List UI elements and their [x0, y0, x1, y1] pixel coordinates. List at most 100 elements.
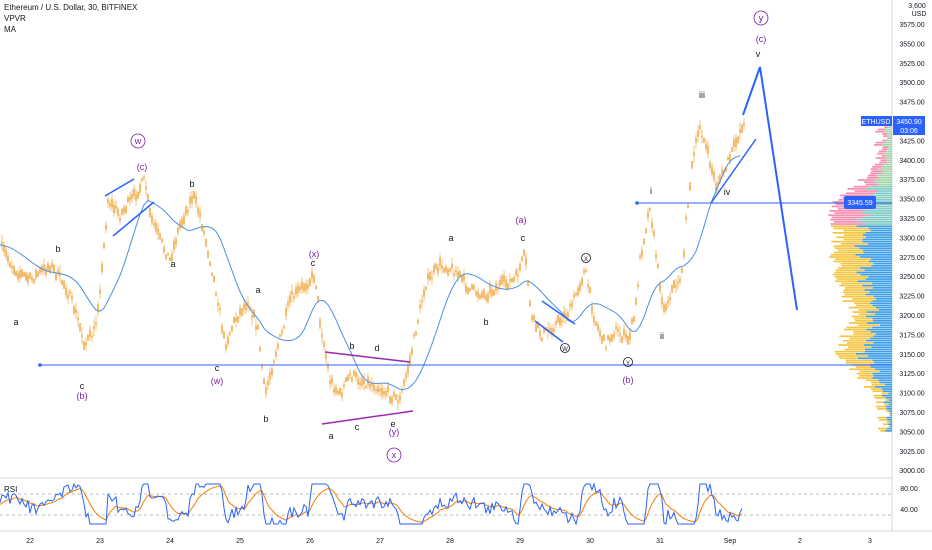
vp-bar-down: [862, 210, 892, 212]
vp-bar-up: [833, 260, 869, 263]
indicator-ma-label[interactable]: MA: [4, 25, 16, 34]
trendline[interactable]: [541, 300, 576, 325]
candle-body: [615, 326, 617, 330]
vp-bar-down: [861, 212, 892, 214]
candle-body: [147, 193, 149, 201]
vp-bar-up: [834, 212, 862, 214]
candle-body: [381, 387, 383, 396]
candle-body: [259, 347, 261, 352]
resistance-level-handle[interactable]: [635, 201, 639, 205]
vp-bar-up: [859, 370, 880, 373]
vp-bar-up: [843, 229, 871, 232]
vp-bar-up: [877, 128, 885, 131]
vp-bar-up: [859, 375, 874, 377]
candle-body: [683, 250, 685, 258]
candle-body: [383, 391, 385, 395]
candle-body: [197, 207, 199, 214]
indicator-vpvr-label[interactable]: VPVR: [4, 14, 26, 23]
vp-bar-up: [885, 399, 890, 401]
candle-body: [61, 279, 63, 285]
wave-label: iv: [724, 187, 731, 197]
vp-bar-up: [843, 289, 865, 291]
trendline[interactable]: [534, 320, 564, 343]
candle-body: [33, 278, 35, 284]
candle-body: [375, 389, 377, 392]
vp-bar-up: [838, 344, 864, 346]
time-tick: 2: [798, 538, 802, 545]
rsi-tick-80: 80.00: [900, 486, 918, 493]
rsi-panel[interactable]: RSI 80.00 40.00: [0, 482, 918, 526]
vp-bar-down: [884, 383, 892, 386]
candle-body: [191, 195, 193, 204]
vp-bar-up: [870, 388, 882, 390]
candle-body: [155, 222, 157, 232]
triangle-lower-line[interactable]: [321, 410, 414, 425]
candle-body: [509, 278, 511, 282]
support-level-handle[interactable]: [38, 363, 42, 367]
projection-path[interactable]: [742, 66, 798, 311]
candle-body: [709, 162, 711, 169]
rsi-label[interactable]: RSI: [4, 485, 17, 494]
candle-body: [297, 285, 299, 294]
time-axis[interactable]: 22 23 24 25 26 27 28 29 30 31 Sep 2 3: [26, 538, 872, 545]
price-tick: 3325.00: [899, 216, 924, 223]
candle-body: [627, 335, 629, 345]
vp-bar-up: [855, 366, 871, 368]
candle-body: [601, 335, 603, 344]
vp-bar-up: [879, 161, 888, 164]
vp-bar-up: [874, 163, 884, 166]
vp-bar-down: [863, 251, 892, 254]
moving-average-line: [0, 155, 741, 391]
vp-bar-down: [855, 218, 892, 221]
candle-body: [163, 246, 165, 253]
marker-price-tag[interactable]: [844, 196, 876, 209]
trendline[interactable]: [112, 201, 155, 237]
candle-body: [277, 343, 279, 349]
candle-body: [387, 385, 389, 393]
vp-bar-down: [883, 163, 892, 166]
candle-body: [385, 391, 387, 397]
vp-bar-up: [835, 353, 856, 355]
vp-bar-up: [881, 392, 889, 395]
candle-body: [427, 273, 429, 280]
vp-bar-down: [885, 397, 892, 399]
candle-body: [437, 267, 439, 274]
candle-body: [363, 380, 365, 385]
candle-body: [567, 311, 569, 318]
candle-body: [301, 281, 303, 290]
vp-bar-down: [888, 410, 892, 412]
triangle-upper-line[interactable]: [324, 351, 411, 363]
candle-body: [415, 331, 417, 336]
wave-label: (w): [211, 376, 224, 386]
candle-body: [227, 336, 229, 344]
candle-body: [177, 227, 179, 234]
trendline[interactable]: [104, 178, 135, 197]
wave-label: (x): [309, 249, 320, 259]
price-tick: 3475.00: [899, 100, 924, 107]
candle-body: [433, 265, 435, 273]
candle-body: [499, 280, 501, 286]
vp-bar-down: [872, 359, 892, 362]
vp-bar-up: [858, 324, 880, 327]
wave-label: b: [55, 244, 60, 254]
vp-bar-down: [857, 280, 892, 283]
time-tick: 25: [236, 538, 244, 545]
vp-bar-up: [849, 322, 868, 324]
candle-body: [107, 199, 109, 204]
candle-body: [267, 380, 269, 386]
vp-bar-down: [886, 155, 892, 157]
vp-bar-down: [862, 234, 892, 236]
candle-body: [101, 263, 103, 272]
vp-bar-down: [868, 227, 892, 230]
vp-bar-down: [867, 355, 892, 357]
candle-body: [573, 294, 575, 298]
wave-trendlines[interactable]: [104, 66, 798, 425]
price-axis[interactable]: 3,600 USD 3575.00 3550.00 3525.00 3500.00 34…: [844, 3, 926, 475]
trendline[interactable]: [710, 138, 757, 204]
candle-body: [7, 255, 9, 262]
vp-bar-down: [867, 322, 892, 324]
candle-body: [551, 327, 553, 336]
price-tick: 3125.00: [899, 371, 924, 378]
candle-body: [349, 372, 351, 376]
